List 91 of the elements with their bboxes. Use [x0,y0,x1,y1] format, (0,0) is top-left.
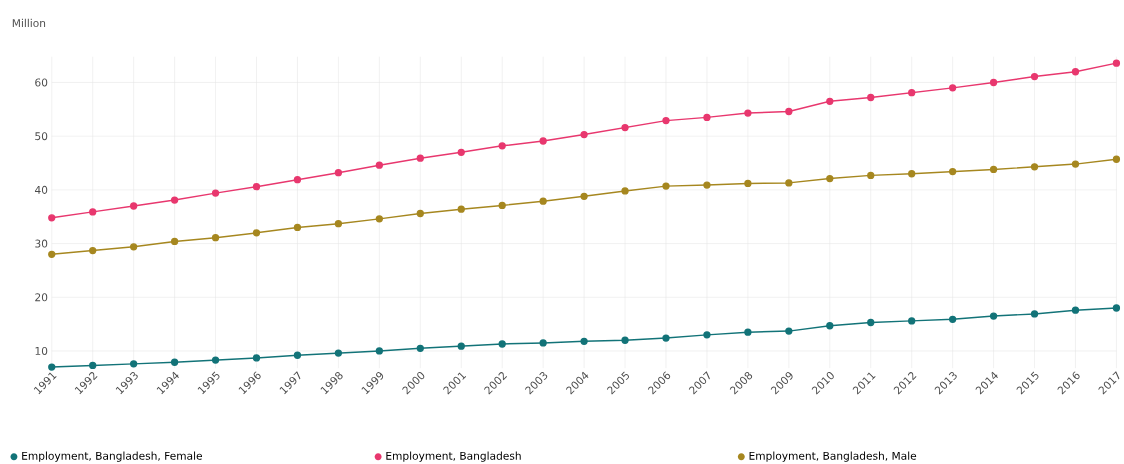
point [867,171,875,180]
point [416,210,424,218]
point [744,328,752,336]
y-axis-title: Million [12,18,46,28]
point [170,237,179,246]
point [662,334,670,342]
point [826,97,834,106]
point [48,214,56,222]
point [170,358,179,367]
point [744,109,752,117]
point [1030,163,1039,171]
point [621,124,629,132]
point [252,229,261,237]
point [908,170,916,178]
point [785,179,793,187]
point [621,336,629,345]
point [375,347,383,355]
point [580,131,588,139]
point [989,165,998,174]
y-tick-label: 30 [35,239,48,248]
point [703,113,711,122]
point [621,187,629,195]
point [130,360,138,368]
point [1112,304,1121,312]
point [375,161,383,169]
point [580,337,588,346]
point [948,84,957,92]
point [867,94,875,102]
y-tick-label: 10 [35,347,48,356]
point [89,208,97,216]
point [539,339,547,347]
point [293,351,302,360]
point [989,78,998,87]
point [1112,155,1121,164]
legend-label: Employment, Bangladesh, Male [749,451,917,462]
point [252,354,261,362]
point [89,247,97,255]
point [416,154,424,162]
point [1071,68,1080,76]
point [948,315,957,324]
point [457,342,465,350]
point [1071,160,1080,168]
point [785,107,793,116]
point [252,183,261,191]
point [989,312,998,320]
point [785,327,793,335]
point [89,361,97,370]
legend-label: Employment, Bangladesh, Female [22,451,203,462]
point [580,192,588,201]
point [334,169,343,177]
point [334,220,343,228]
point [498,142,506,150]
point [1030,73,1039,81]
point [908,317,916,325]
y-tick-label: 20 [35,293,48,302]
point [170,196,179,204]
y-tick-label: 50 [35,132,48,141]
point [457,148,465,157]
point [498,340,506,348]
point [539,197,547,205]
point [498,201,506,210]
point [744,179,752,188]
point [908,89,916,97]
point [334,349,343,357]
point [211,189,220,197]
point [211,356,220,364]
point [1030,310,1039,318]
point [1112,59,1121,67]
point [826,175,834,183]
point [211,234,220,242]
point [662,117,670,125]
legend-label: Employment, Bangladesh [386,451,521,462]
point [703,331,711,339]
point [662,182,670,190]
point [703,181,711,189]
y-tick-label: 60 [35,78,48,87]
point [375,215,383,223]
point [867,319,875,327]
point [130,202,138,210]
point [539,137,547,145]
point [416,344,424,353]
y-tick-label: 40 [34,186,48,195]
point [293,223,302,232]
point [48,363,56,371]
point [130,243,138,251]
point [457,205,465,214]
point [293,176,302,184]
point [948,168,957,176]
point [826,322,834,330]
point [1071,306,1080,314]
point [48,250,56,259]
